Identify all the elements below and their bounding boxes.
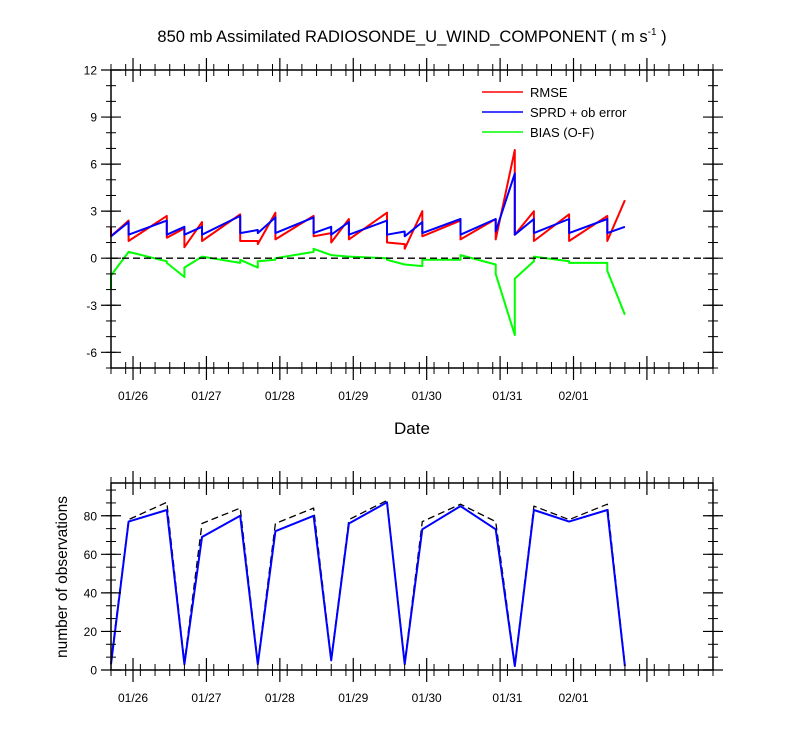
bottom-y-tick-label: 80 bbox=[84, 509, 98, 523]
bottom-x-tick-label: 01/26 bbox=[118, 691, 148, 705]
top-x-tick-label: 02/01 bbox=[558, 389, 588, 403]
top-plot-panel: 12 9 6 3 0 -3 -6 01/26 01/27 01/28 01/29 01/30 01/31… bbox=[84, 58, 723, 438]
bottom-y-tick-label: 60 bbox=[84, 548, 98, 562]
top-y-tick-label: 0 bbox=[90, 252, 97, 266]
bottom-x-tick-label: 01/31 bbox=[492, 691, 522, 705]
top-series-group bbox=[110, 149, 626, 337]
top-series-line-sprd-ob-error bbox=[110, 172, 626, 238]
top-y-tick-label: -6 bbox=[86, 346, 97, 360]
bottom-y-tick-label: 20 bbox=[84, 625, 98, 639]
legend-item-rmse: RMSE bbox=[482, 85, 568, 100]
top-x-tick-label: 01/30 bbox=[412, 389, 442, 403]
top-y-tick-label: 9 bbox=[90, 111, 97, 125]
top-x-tick-label: 01/29 bbox=[338, 389, 368, 403]
bottom-plot-panel: 0 20 40 60 80 01/26 01/27 01/28 01/29 01/30 01/31 0… bbox=[54, 471, 723, 705]
legend-label-rmse: RMSE bbox=[530, 85, 568, 100]
chart-title: 850 mb Assimilated RADIOSONDE_U_WIND_COM… bbox=[157, 27, 666, 46]
bottom-x-tick-label: 01/29 bbox=[338, 691, 368, 705]
legend-label-bias: BIAS (O-F) bbox=[530, 125, 594, 140]
top-y-tick-label: -3 bbox=[86, 299, 97, 313]
top-y-tick-label: 6 bbox=[90, 158, 97, 172]
chart-title-superscript: -1 bbox=[648, 27, 657, 38]
top-plot-frame bbox=[110, 69, 714, 369]
bottom-series-line-assimilated bbox=[110, 501, 626, 668]
bottom-y-axis-label: number of observations bbox=[54, 496, 71, 658]
bottom-plot-frame bbox=[110, 482, 714, 671]
x-axis-label: Date bbox=[394, 419, 430, 438]
top-series-line-rmse bbox=[110, 149, 626, 250]
legend-item-sprd: SPRD + ob error bbox=[482, 105, 627, 120]
top-y-tick-label: 12 bbox=[84, 64, 98, 78]
top-y-tick-label: 3 bbox=[90, 205, 97, 219]
chart-title-main: 850 mb Assimilated RADIOSONDE_U_WIND_COM… bbox=[157, 28, 647, 46]
bottom-series-group bbox=[110, 499, 626, 668]
bottom-y-tick-label: 0 bbox=[90, 664, 97, 678]
bottom-x-tick-label: 01/28 bbox=[265, 691, 295, 705]
top-x-tick-label: 01/26 bbox=[118, 389, 148, 403]
bottom-y-tick-label: 40 bbox=[84, 586, 98, 600]
top-series-line-bias-o-f bbox=[110, 247, 626, 337]
legend-label-sprd: SPRD + ob error bbox=[530, 105, 627, 120]
top-x-tick-label: 01/31 bbox=[492, 389, 522, 403]
top-x-tick-label: 01/28 bbox=[265, 389, 295, 403]
bottom-x-tick-label: 01/30 bbox=[412, 691, 442, 705]
top-tick-group: 12 9 6 3 0 -3 -6 01/26 01/27 01/28 01/29 01/30 01/31… bbox=[84, 58, 723, 403]
bottom-x-tick-label: 02/01 bbox=[558, 691, 588, 705]
top-x-tick-label: 01/27 bbox=[191, 389, 221, 403]
legend-item-bias: BIAS (O-F) bbox=[482, 125, 594, 140]
bottom-x-tick-label: 01/27 bbox=[191, 691, 221, 705]
legend: RMSE SPRD + ob error BIAS (O-F) bbox=[482, 85, 627, 140]
chart-title-end: ) bbox=[657, 28, 667, 46]
